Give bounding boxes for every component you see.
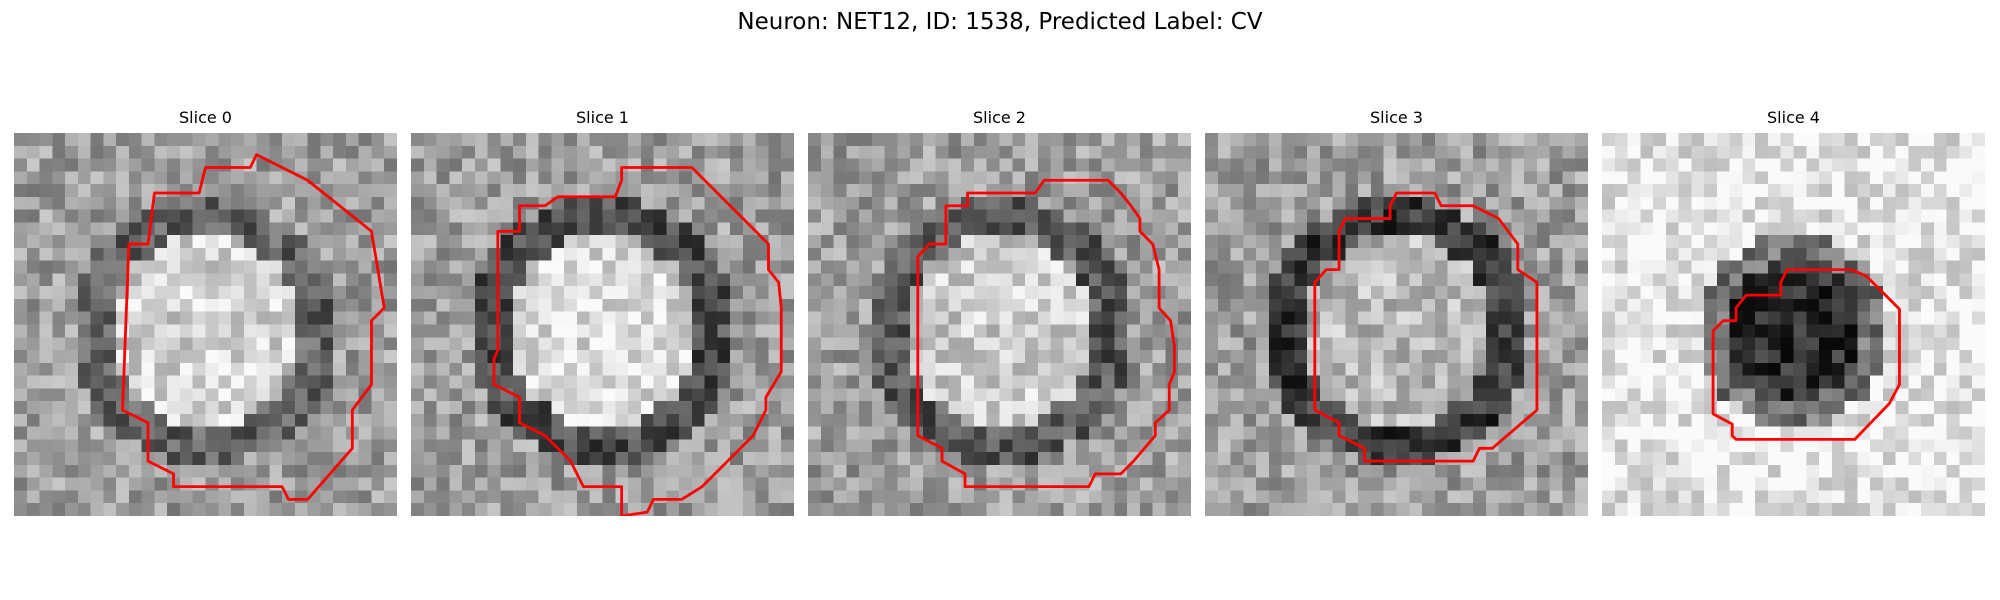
slice-panel-2: Slice 2 (808, 108, 1191, 516)
slice-panel-1: Slice 1 (411, 108, 794, 516)
slice-panel-4: Slice 4 (1602, 108, 1985, 516)
pixel-grid (411, 133, 794, 516)
slice-image (1602, 133, 1985, 516)
slice-title: Slice 1 (576, 108, 629, 127)
pixel-grid (808, 133, 1191, 516)
slice-title: Slice 4 (1767, 108, 1820, 127)
pixel-grid (14, 133, 397, 516)
slice-title: Slice 3 (1370, 108, 1423, 127)
slice-image (14, 133, 397, 516)
slice-title: Slice 2 (973, 108, 1026, 127)
pixel-grid (1602, 133, 1985, 516)
figure-title: Neuron: NET12, ID: 1538, Predicted Label… (737, 9, 1263, 35)
segmentation-contour (121, 153, 386, 501)
segmentation-contour (916, 178, 1176, 489)
segmentation-contour (492, 166, 783, 516)
slice-image (411, 133, 794, 516)
slice-image (808, 133, 1191, 516)
segmentation-contour (1313, 191, 1539, 463)
slice-panel-3: Slice 3 (1205, 108, 1588, 516)
pixel-grid (1205, 133, 1588, 516)
slice-title: Slice 0 (179, 108, 232, 127)
segmentation-contour (1711, 268, 1901, 441)
slice-panel-0: Slice 0 (14, 108, 397, 516)
slice-image (1205, 133, 1588, 516)
